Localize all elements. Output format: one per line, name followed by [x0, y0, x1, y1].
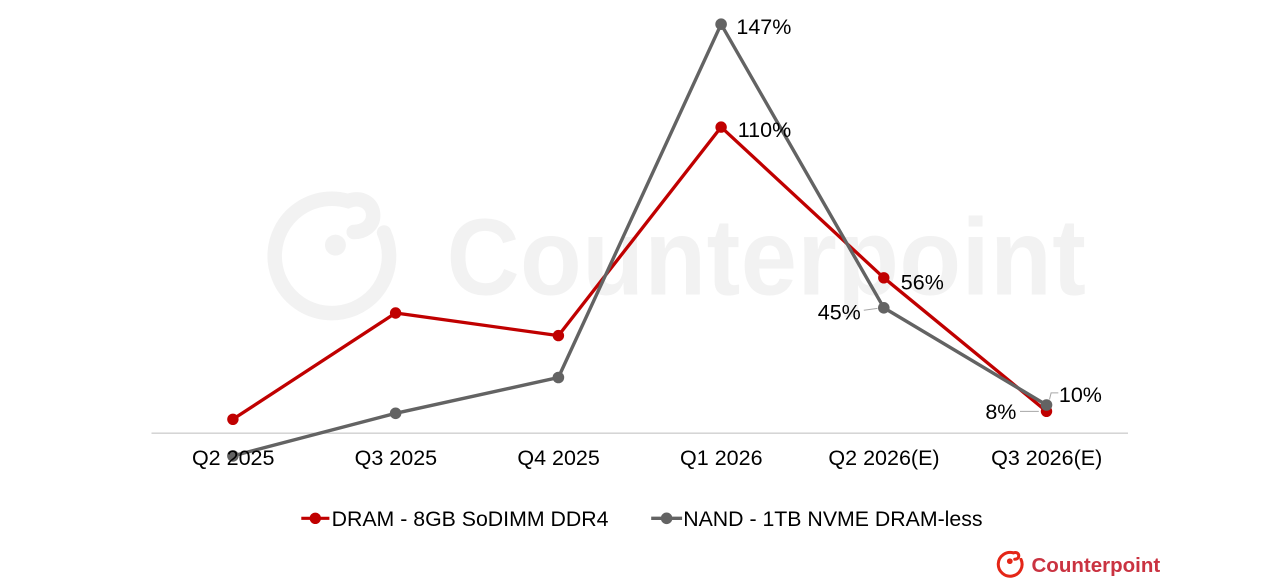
svg-text:8%: 8% [985, 400, 1016, 424]
svg-text:Counterpoint: Counterpoint [1032, 554, 1161, 577]
svg-text:45%: 45% [818, 300, 861, 324]
svg-text:56%: 56% [901, 270, 944, 294]
svg-text:Q2 2026(E): Q2 2026(E) [828, 446, 939, 470]
svg-text:147%: 147% [736, 15, 791, 39]
svg-text:Q4 2025: Q4 2025 [517, 446, 600, 470]
svg-text:Q2 2025: Q2 2025 [192, 446, 275, 470]
svg-text:10%: 10% [1059, 383, 1102, 407]
svg-text:Q3 2025: Q3 2025 [355, 446, 438, 470]
svg-text:Q1 2026: Q1 2026 [680, 446, 763, 470]
svg-text:NAND - 1TB NVME DRAM-less: NAND - 1TB NVME DRAM-less [683, 507, 982, 531]
svg-text:DRAM - 8GB SoDIMM DDR4: DRAM - 8GB SoDIMM DDR4 [332, 507, 609, 531]
svg-text:Counterpoint: Counterpoint [447, 197, 1087, 318]
svg-text:110%: 110% [738, 118, 791, 142]
svg-text:Q3 2026(E): Q3 2026(E) [991, 446, 1102, 470]
